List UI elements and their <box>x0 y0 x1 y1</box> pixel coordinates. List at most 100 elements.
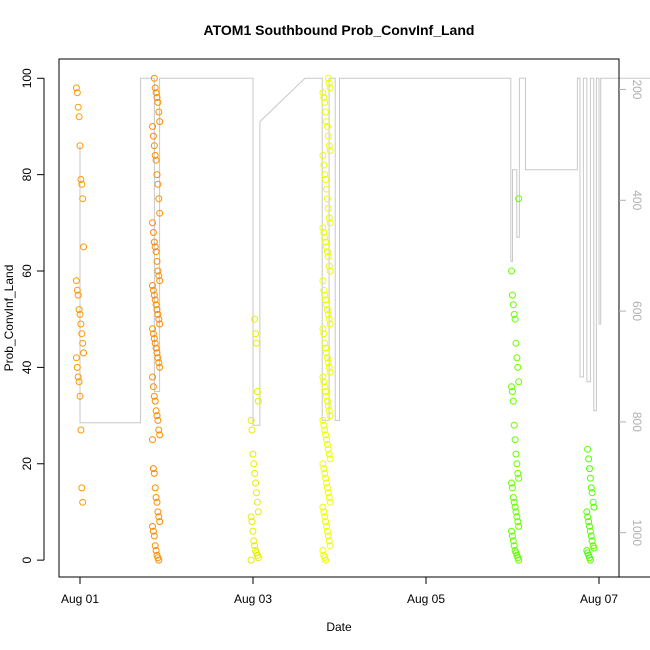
data-point <box>72 84 80 92</box>
data-point <box>251 315 259 323</box>
data-point <box>153 306 161 314</box>
data-point <box>80 243 88 251</box>
data-point <box>150 392 158 400</box>
data-point <box>513 354 521 362</box>
data-point <box>586 522 593 530</box>
data-point <box>78 180 86 188</box>
data-point <box>319 460 327 468</box>
data-point <box>323 479 330 487</box>
data-point <box>326 147 334 155</box>
data-point <box>320 465 328 473</box>
data-point <box>515 195 523 203</box>
data-point <box>155 315 163 323</box>
data-point <box>248 426 256 434</box>
data-point <box>514 469 522 477</box>
data-point <box>585 455 593 463</box>
data-point <box>149 383 157 391</box>
data-point <box>74 373 82 381</box>
data-point <box>322 388 330 395</box>
data-point <box>153 412 161 420</box>
data-point <box>325 142 333 150</box>
data-point <box>514 363 522 371</box>
data-point <box>323 392 330 400</box>
data-point <box>323 527 331 535</box>
data-point <box>326 219 334 227</box>
data-point <box>154 310 162 318</box>
data-point <box>253 489 260 497</box>
data-point <box>151 243 159 251</box>
data-point <box>583 508 591 516</box>
data-point <box>153 94 161 101</box>
data-point <box>321 98 329 106</box>
data-point <box>72 277 80 285</box>
data-point <box>515 522 523 530</box>
data-point <box>323 185 330 193</box>
data-point <box>322 474 330 482</box>
data-point <box>588 537 596 545</box>
data-point <box>585 518 593 526</box>
data-point <box>247 513 255 521</box>
data-point <box>584 445 592 453</box>
x-axis-label: Date <box>326 620 352 634</box>
data-point <box>326 368 334 376</box>
data-point <box>515 556 523 564</box>
data-point <box>153 257 161 265</box>
data-point <box>151 397 159 405</box>
data-point <box>325 79 333 87</box>
data-point <box>321 171 329 179</box>
data-point <box>319 503 327 511</box>
data-point <box>151 84 159 92</box>
data-point <box>254 508 262 516</box>
data-point <box>149 522 156 530</box>
data-point <box>150 335 158 342</box>
data-point <box>509 301 517 309</box>
data-point <box>323 123 331 130</box>
data-point <box>323 397 331 405</box>
data-point <box>248 518 256 526</box>
data-point <box>509 397 517 405</box>
data-point <box>321 339 329 347</box>
data-point <box>320 378 328 386</box>
data-point <box>155 195 163 203</box>
data-point <box>590 503 598 511</box>
data-point <box>75 113 83 121</box>
x-tick-label: Aug 07 <box>580 592 618 606</box>
data-point <box>319 325 327 333</box>
data-point <box>153 498 161 506</box>
data-point <box>149 219 156 227</box>
data-point <box>586 465 593 473</box>
data-point <box>151 296 159 304</box>
data-point <box>323 349 330 357</box>
data-point <box>323 441 331 448</box>
data-point <box>508 527 515 535</box>
data-point <box>321 233 329 241</box>
data-point <box>324 359 332 367</box>
data-point <box>323 484 331 492</box>
data-point <box>326 267 334 275</box>
data-point <box>155 426 163 434</box>
secondary-y-axis: 200 400 600 800 1000 <box>619 79 644 546</box>
data-point <box>74 291 82 299</box>
data-point <box>152 156 160 164</box>
data-point <box>74 103 82 111</box>
data-point <box>509 537 517 545</box>
data-point <box>319 416 327 424</box>
y-axis-label: Prob_ConvInf_Land <box>2 265 16 372</box>
data-point <box>322 238 330 246</box>
data-point <box>322 176 330 183</box>
data-point <box>323 301 330 309</box>
data-point <box>324 532 332 540</box>
data-point <box>320 421 328 429</box>
data-point <box>253 498 261 506</box>
data-point <box>156 209 164 217</box>
data-point <box>152 89 160 97</box>
points-layer <box>72 74 598 564</box>
data-point <box>149 229 157 236</box>
data-point <box>150 532 158 540</box>
data-point <box>76 392 84 400</box>
data-point <box>321 513 329 521</box>
data-point <box>155 556 163 564</box>
data-point <box>149 132 157 140</box>
data-point <box>326 84 334 92</box>
data-point <box>251 542 259 550</box>
